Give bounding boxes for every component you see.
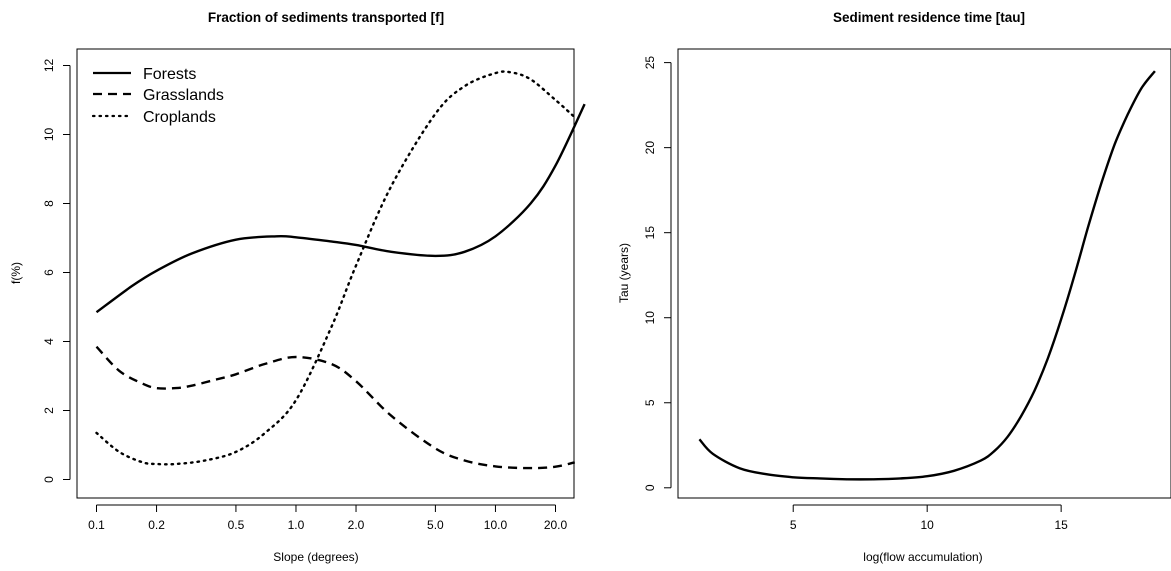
series-group [698, 70, 1156, 481]
y-tick-label: 25 [643, 56, 657, 70]
y-tick-label: 4 [42, 338, 56, 345]
y-tick-label: 2 [42, 407, 56, 414]
series-line-forests [95, 103, 586, 314]
legend-label-grasslands: Grasslands [143, 87, 224, 104]
x-tick-label: 10.0 [484, 518, 508, 532]
y-tick-label: 10 [42, 128, 56, 142]
x-tick-label: 15 [1054, 518, 1068, 532]
y-tick-label: 6 [42, 269, 56, 276]
chart-fraction-sediments: Fraction of sediments transported [f] Sl… [9, 10, 586, 564]
x-tick-label: 5.0 [427, 518, 444, 532]
y-tick-label: 5 [643, 399, 657, 406]
plot-frame [677, 48, 1171, 499]
y-tick-label: 20 [643, 141, 657, 155]
y-axis-label: f(%) [9, 262, 23, 284]
y-tick-label: 8 [42, 200, 56, 207]
x-tick-label: 0.1 [88, 518, 105, 532]
series-group [95, 70, 586, 470]
y-axis: 0 5 10 15 20 25 [643, 56, 672, 491]
x-tick-label: 2.0 [348, 518, 365, 532]
legend-label-croplands: Croplands [143, 109, 216, 126]
series-line-tau [698, 70, 1156, 481]
x-axis-label: log(flow accumulation) [863, 550, 982, 564]
legend: Forests Grasslands Croplands [91, 66, 224, 126]
chart-title: Sediment residence time [tau] [833, 10, 1025, 25]
x-tick-label: 5 [790, 518, 797, 532]
x-tick-label: 1.0 [288, 518, 305, 532]
legend-label-forests: Forests [143, 66, 196, 83]
x-tick-label: 10 [920, 518, 934, 532]
y-tick-label: 15 [643, 226, 657, 240]
y-tick-label: 12 [42, 59, 56, 73]
plot-frame [76, 48, 575, 499]
series-line-croplands [95, 70, 576, 466]
chart-title: Fraction of sediments transported [f] [208, 10, 444, 25]
y-tick-label: 10 [643, 311, 657, 325]
x-axis: 5 10 15 [790, 504, 1068, 532]
y-tick-label: 0 [42, 476, 56, 483]
x-axis-label: Slope (degrees) [273, 550, 358, 564]
x-axis: 0.1 0.2 0.5 1.0 2.0 5.0 10.0 20.0 [88, 504, 568, 532]
x-tick-label: 0.5 [228, 518, 245, 532]
x-tick-label: 0.2 [148, 518, 165, 532]
chart-residence-time: Sediment residence time [tau] log(flow a… [617, 10, 1171, 564]
y-axis: 0 2 4 6 8 10 12 [42, 59, 71, 483]
y-tick-label: 0 [643, 484, 657, 491]
y-axis-label: Tau (years) [617, 243, 631, 303]
x-tick-label: 20.0 [544, 518, 568, 532]
series-line-grasslands [95, 345, 576, 470]
